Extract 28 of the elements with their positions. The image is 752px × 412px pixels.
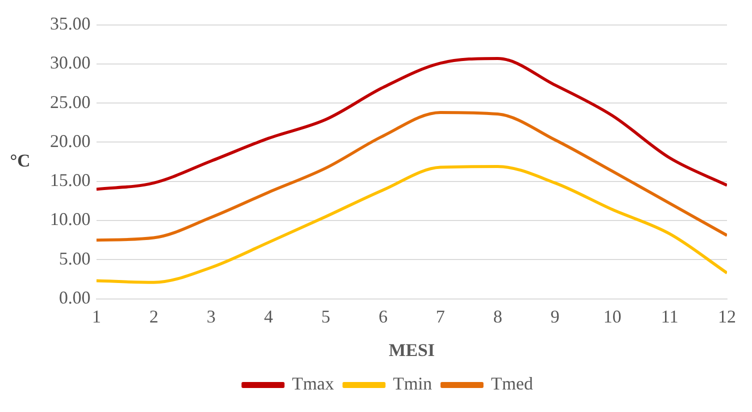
y-tick-label: 5.00: [59, 248, 90, 268]
y-tick-label: 10.00: [50, 209, 90, 230]
line-series: [96, 56, 727, 191]
legend-label: Tmax: [292, 374, 334, 394]
x-tick-label: 6: [378, 306, 388, 326]
x-tick-label: 4: [264, 306, 273, 326]
x-axis-title: MESI: [388, 340, 435, 360]
x-tick-label: 5: [321, 306, 330, 326]
x-tick-label: 2: [149, 306, 158, 326]
x-tick-label: 1: [92, 306, 101, 326]
y-axis-title: °C: [10, 150, 30, 170]
x-tick-label: 8: [493, 306, 502, 326]
line-series: [96, 110, 727, 242]
y-tick-label: 0.00: [59, 288, 90, 308]
x-tick-label: 3: [206, 306, 216, 326]
line-series: [96, 164, 727, 284]
legend-label: Tmin: [393, 374, 432, 394]
x-tick-label: 12: [718, 306, 736, 326]
y-tick-label: 35.00: [50, 14, 90, 34]
y-tick-label: 25.00: [50, 92, 90, 112]
x-tick-label: 9: [550, 306, 560, 326]
x-tick-label: 7: [436, 306, 445, 326]
y-tick-label: 30.00: [50, 52, 90, 73]
x-tick-label: 11: [661, 306, 678, 326]
x-tick-label: 10: [603, 306, 622, 326]
legend-label: Tmed: [491, 374, 533, 394]
y-tick-label: 15.00: [50, 170, 90, 190]
y-tick-label: 20.00: [50, 130, 90, 151]
